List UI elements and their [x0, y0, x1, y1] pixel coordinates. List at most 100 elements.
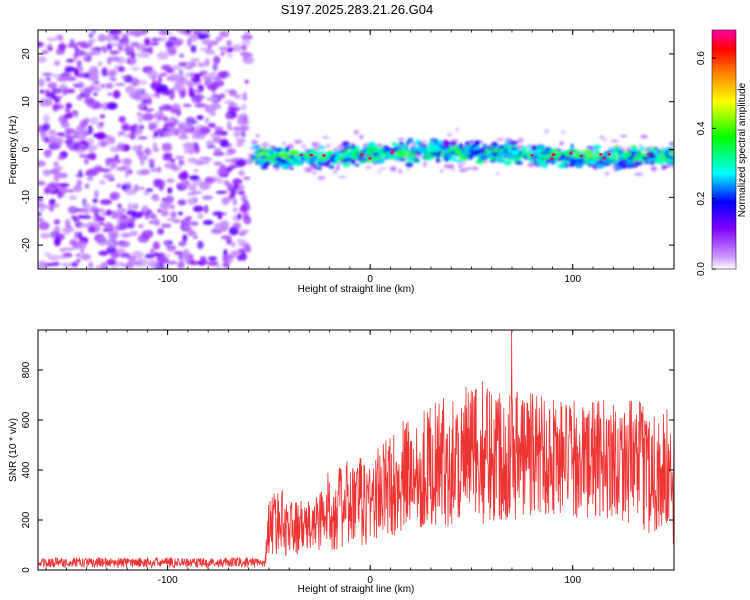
spectrogram-noise-cell — [232, 198, 237, 206]
spectrogram-signal-cell — [544, 162, 549, 165]
spectrogram-signal-cell — [640, 153, 648, 157]
spectrogram-noise-cell — [38, 180, 46, 186]
spectrogram-halo-cell — [443, 164, 449, 169]
spectrogram-noise-cell — [109, 50, 120, 55]
spectrogram-noise-cell — [238, 243, 248, 247]
spectrogram-noise-cell — [201, 70, 208, 76]
spectrogram-noise-cell — [149, 262, 159, 269]
spectrogram-signal-cell — [460, 150, 469, 156]
spectrogram-noise-cell — [78, 169, 83, 178]
spectrogram-noise-cell — [44, 252, 51, 257]
spectrogram-noise-cell — [190, 126, 195, 135]
spectrogram-noise-cell — [138, 224, 144, 228]
spectrogram-noise-cell — [163, 130, 174, 138]
spectrogram-signal-cell — [303, 156, 308, 159]
spectrogram-noise-cell — [65, 67, 76, 72]
spectrogram-noise-cell — [215, 36, 223, 42]
spectrogram-signal-cell — [514, 161, 524, 165]
spectrogram-signal-cell — [553, 148, 557, 151]
spectrogram-noise-cell — [185, 116, 196, 126]
spectrogram-noise-cell — [168, 91, 175, 100]
spectrogram-noise-cell — [65, 102, 73, 109]
spectrogram-signal-cell — [419, 147, 427, 153]
spectrogram-signal-cell — [341, 141, 350, 147]
spectrogram-signal-cell — [317, 161, 323, 166]
spectrogram-noise-cell — [202, 195, 213, 200]
spectrogram-signal-cell — [435, 158, 441, 163]
spectrogram-signal-cell — [660, 150, 666, 155]
spectrogram-noise-cell — [106, 102, 118, 110]
spectrogram-noise-cell — [120, 263, 125, 267]
spectrogram-noise-cell — [227, 102, 238, 107]
spectrogram-halo-cell — [406, 167, 411, 170]
snr-series-line — [38, 331, 674, 569]
spectrogram-noise-cell — [147, 46, 153, 55]
spectrogram-noise-cell — [106, 57, 112, 65]
spectrogram-noise-cell — [232, 178, 243, 185]
spectrogram-noise-cell — [38, 260, 47, 269]
spectrogram-noise-cell — [211, 83, 219, 90]
spectrogram-noise-cell — [232, 250, 243, 255]
spectrogram-noise-cell — [217, 177, 223, 184]
spectrogram-halo-cell — [447, 133, 452, 137]
spectrogram-signal-cell — [429, 138, 439, 142]
spectrogram-noise-cell — [59, 40, 66, 44]
spectrogram-noise-cell — [77, 144, 87, 149]
spectrogram-noise-cell — [236, 254, 243, 261]
spectrogram-signal-cell — [342, 152, 349, 157]
spectrogram-noise-cell — [38, 42, 43, 47]
spectrogram-noise-cell — [213, 55, 221, 65]
spectrogram-noise-cell — [60, 73, 72, 77]
spectrogram-noise-cell — [49, 183, 60, 189]
spectrogram-noise-cell — [162, 104, 173, 111]
spectrogram-signal-cell — [354, 163, 360, 167]
spectrogram-noise-cell — [143, 53, 149, 58]
spectrogram-noise-cell — [48, 205, 55, 212]
spectrogram-noise-cell — [199, 126, 211, 134]
colorbar-tick-label: 0.4 — [696, 121, 707, 135]
spectrogram-halo-cell — [359, 134, 364, 140]
spectrogram-signal-cell — [300, 157, 304, 160]
spectrogram-noise-cell — [182, 252, 190, 259]
spectrogram-noise-cell — [226, 54, 233, 58]
spectrogram-signal-cell — [538, 157, 546, 161]
spectrogram-signal-cell — [505, 151, 513, 155]
spectrogram-noise-cell — [185, 31, 192, 36]
snr-ticks: -100 0 100 0 200 400 600 800 — [21, 330, 675, 586]
spectrogram-halo-cell — [457, 162, 464, 169]
spectrogram-signal-cell — [637, 151, 642, 155]
spectrogram-noise-cell — [136, 112, 143, 117]
spectrogram-noise-cell — [184, 80, 192, 85]
spectrogram-peak-cell — [322, 154, 326, 157]
spectrogram-halo-cell — [353, 129, 360, 135]
spectrogram-noise-cell — [95, 132, 107, 141]
spectrogram-noise-cell — [126, 59, 132, 64]
spectrogram-noise-cell — [145, 229, 153, 236]
spectrogram-noise-cell — [152, 197, 160, 203]
spectrogram-signal-cell — [531, 145, 538, 151]
spectrogram-signal-cell — [259, 155, 269, 159]
spectrogram-noise-cell — [237, 190, 246, 195]
spectrogram-noise-cell — [99, 199, 112, 205]
spectrogram-noise-cell — [208, 256, 217, 261]
spectrogram-halo-cell — [495, 171, 500, 175]
spectrogram-signal-cell — [546, 158, 552, 163]
spectrogram-noise-cell — [46, 43, 53, 51]
spectrogram-signal-cell — [598, 159, 605, 163]
spectrogram-noise-cell — [147, 151, 152, 155]
spectrogram-signal-cell — [405, 162, 414, 167]
spectrogram-signal-cell — [482, 143, 487, 147]
spectrogram-peak-cell — [530, 154, 534, 157]
spectrogram-peak-cell — [368, 157, 372, 160]
spectrogram-halo-cell — [650, 165, 658, 172]
spectrogram-noise-cell — [167, 187, 173, 194]
spectrogram-noise-cell — [157, 166, 162, 173]
spectrogram-noise-cell — [123, 42, 130, 47]
spectrogram-signal-cell — [599, 154, 603, 160]
spectrogram-signal-cell — [509, 155, 518, 159]
spectrogram-noise-cell — [117, 66, 125, 73]
spectrogram-noise-cell — [103, 222, 114, 230]
spectrogram-x-label: Height of straight line (km) — [298, 284, 415, 295]
spectrogram-noise-cell — [92, 144, 99, 151]
